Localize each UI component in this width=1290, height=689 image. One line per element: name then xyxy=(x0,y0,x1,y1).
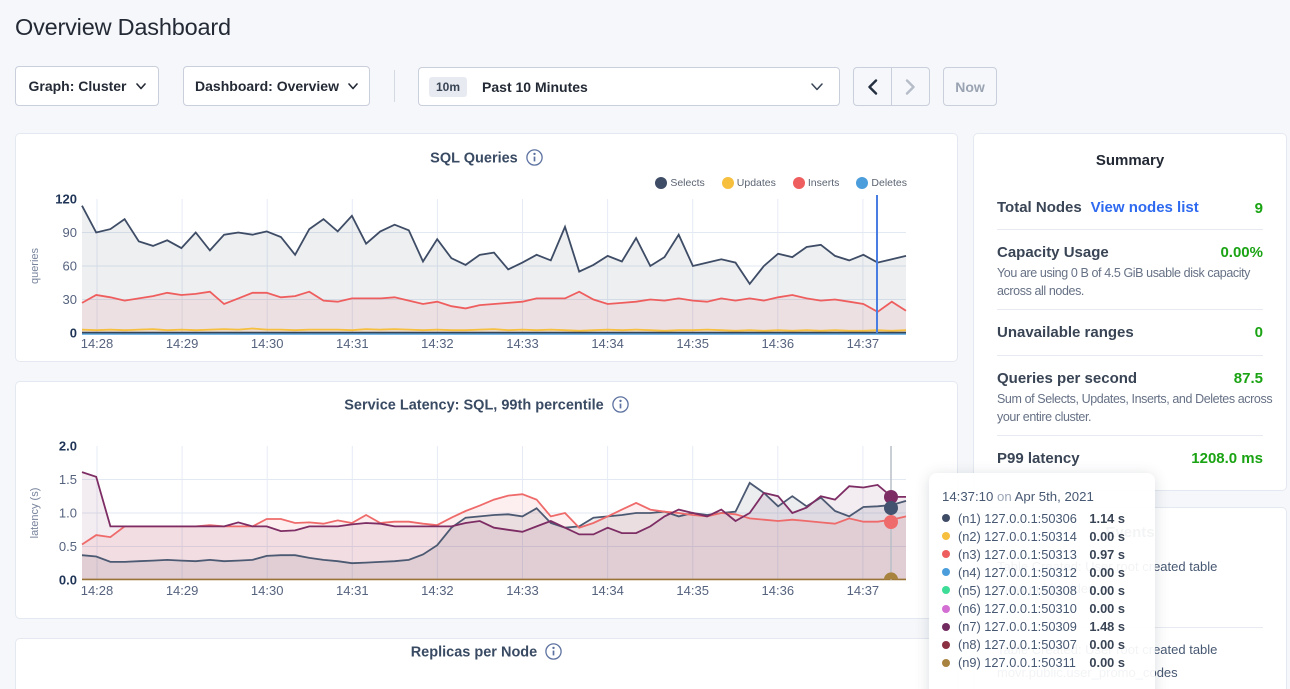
svg-text:14:33: 14:33 xyxy=(506,583,539,598)
svg-text:14:37: 14:37 xyxy=(847,583,880,598)
svg-text:14:36: 14:36 xyxy=(762,336,795,351)
svg-text:90: 90 xyxy=(63,225,77,240)
svg-text:14:31: 14:31 xyxy=(336,583,369,598)
svg-text:14:34: 14:34 xyxy=(591,583,624,598)
svg-text:14:28: 14:28 xyxy=(81,336,114,351)
svg-text:0.0: 0.0 xyxy=(59,573,77,588)
svg-text:14:36: 14:36 xyxy=(762,583,795,598)
svg-text:14:32: 14:32 xyxy=(421,336,454,351)
svg-text:14:35: 14:35 xyxy=(676,336,709,351)
svg-text:0.5: 0.5 xyxy=(59,539,77,554)
svg-text:queries: queries xyxy=(29,247,41,284)
svg-text:14:32: 14:32 xyxy=(421,583,454,598)
svg-text:1.0: 1.0 xyxy=(59,506,77,521)
svg-text:14:37: 14:37 xyxy=(847,336,880,351)
svg-text:14:30: 14:30 xyxy=(251,336,284,351)
svg-text:1.5: 1.5 xyxy=(59,472,77,487)
svg-text:14:29: 14:29 xyxy=(166,583,199,598)
svg-text:14:34: 14:34 xyxy=(591,336,624,351)
svg-text:120: 120 xyxy=(55,192,77,207)
svg-text:latency (s): latency (s) xyxy=(29,488,41,539)
svg-text:2.0: 2.0 xyxy=(59,439,77,454)
svg-text:14:28: 14:28 xyxy=(81,583,114,598)
svg-text:14:35: 14:35 xyxy=(676,583,709,598)
svg-text:14:31: 14:31 xyxy=(336,336,369,351)
svg-text:30: 30 xyxy=(63,292,77,307)
svg-text:14:30: 14:30 xyxy=(251,583,284,598)
svg-text:0: 0 xyxy=(70,326,77,341)
svg-text:60: 60 xyxy=(63,259,77,274)
svg-text:14:33: 14:33 xyxy=(506,336,539,351)
svg-text:14:29: 14:29 xyxy=(166,336,199,351)
